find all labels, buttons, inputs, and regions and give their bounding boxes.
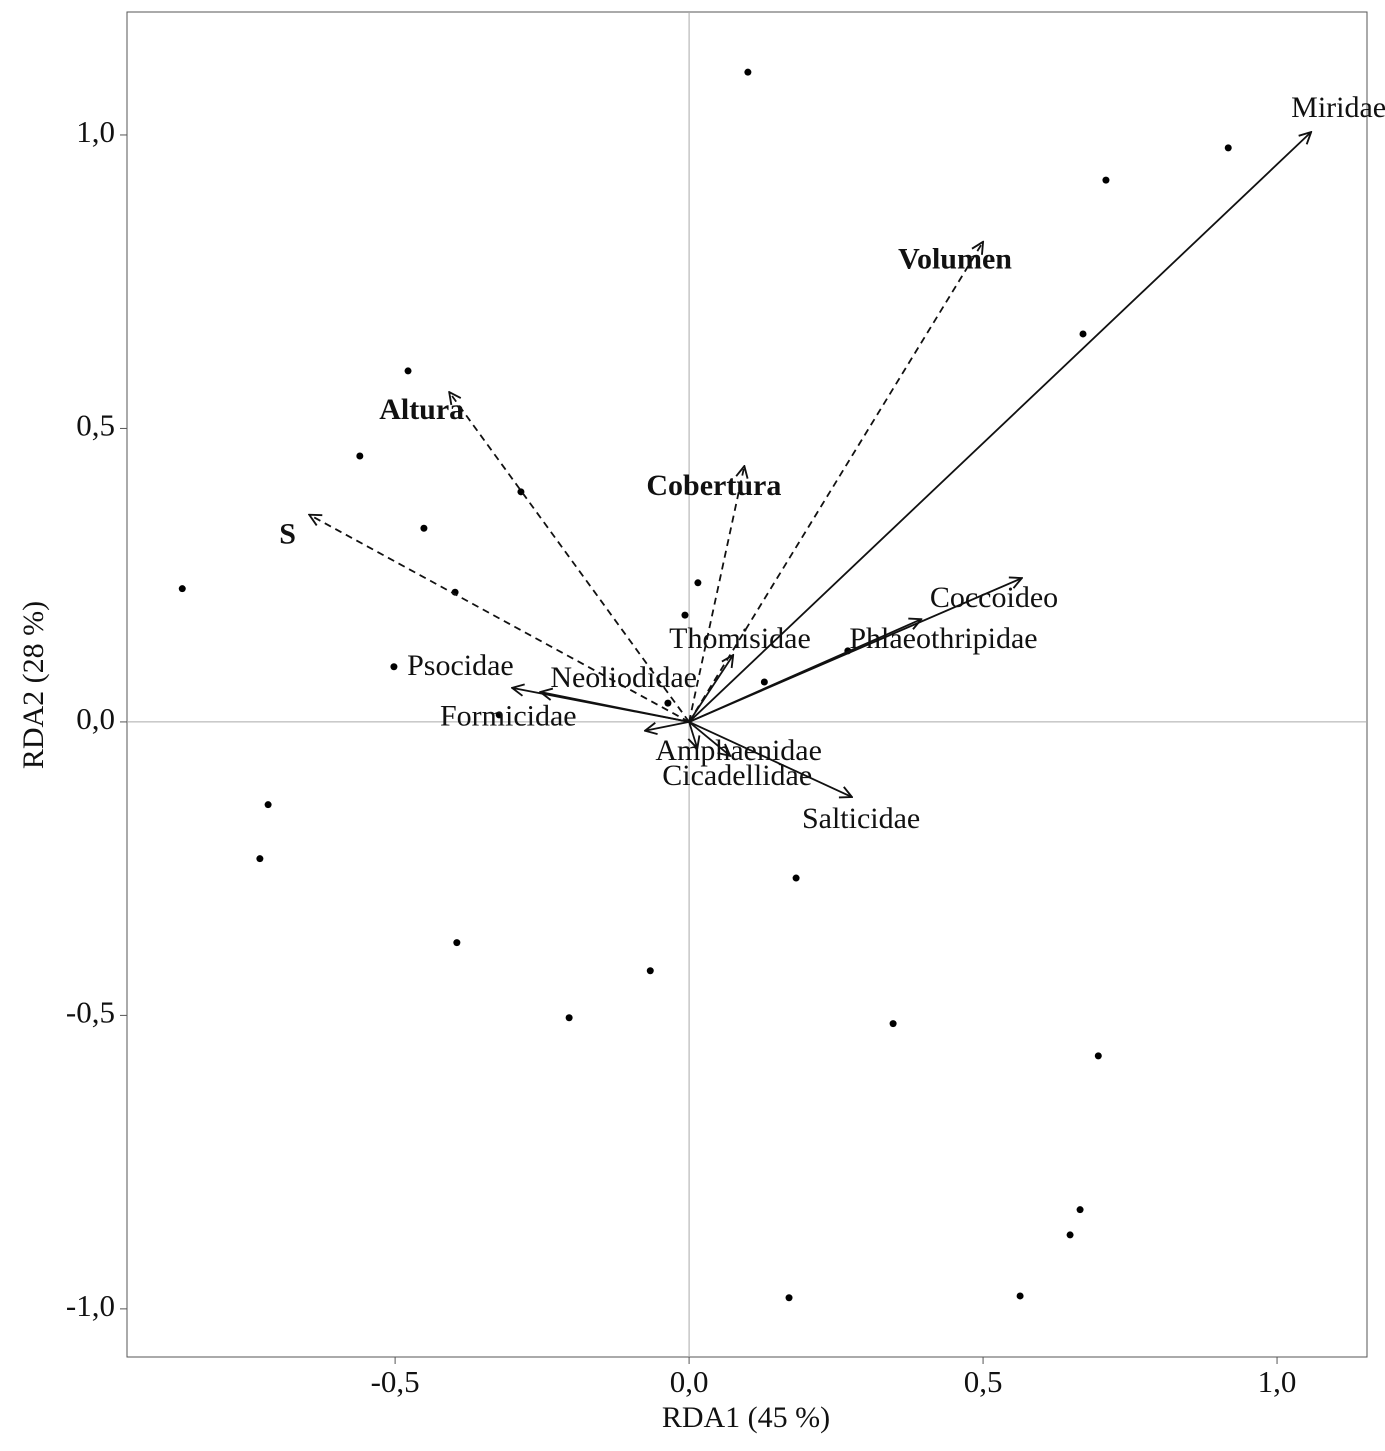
- variable-arrow: [449, 392, 690, 723]
- site-point: [495, 711, 503, 719]
- site-point: [264, 801, 272, 809]
- site-point: [889, 1020, 897, 1028]
- y-axis-label: RDA2 (28 %): [17, 601, 50, 769]
- variable-arrow: [309, 515, 690, 723]
- y-tick-label: 1,0: [76, 114, 115, 149]
- site-point: [1094, 1052, 1102, 1060]
- species-label: Psocidae: [407, 649, 514, 682]
- x-tick-label: 0,0: [670, 1364, 709, 1399]
- site-point: [694, 579, 702, 587]
- species-arrow: [688, 721, 730, 756]
- species-arrow: [688, 619, 921, 723]
- x-tick-label: -0,5: [371, 1364, 420, 1399]
- site-point: [664, 699, 672, 707]
- site-point: [420, 524, 428, 532]
- y-tick-label: 0,0: [76, 701, 115, 736]
- variable-label: Volumen: [898, 243, 1012, 276]
- species-arrow: [689, 721, 697, 748]
- variable-label: S: [279, 518, 296, 551]
- variable-arrow: [688, 242, 983, 723]
- species-label: Formicidae: [440, 700, 577, 733]
- site-point: [1102, 176, 1110, 184]
- x-axis-label: RDA1 (45 %): [662, 1401, 830, 1434]
- site-point: [1224, 144, 1232, 152]
- species-label: Coccoideo: [930, 581, 1058, 614]
- species-label: Phlaeothripidae: [849, 622, 1037, 655]
- species-arrow: [688, 721, 852, 797]
- site-point: [256, 855, 264, 863]
- site-point: [404, 367, 412, 375]
- site-point: [760, 678, 768, 686]
- site-point: [744, 68, 752, 76]
- species-label: Miridae: [1291, 91, 1385, 124]
- species-label: Salticidae: [802, 802, 920, 835]
- site-point: [681, 611, 689, 619]
- species-label: Cicadellidae: [662, 759, 812, 792]
- site-point: [565, 1014, 573, 1022]
- site-point: [1016, 1292, 1024, 1300]
- site-point: [390, 663, 398, 671]
- x-tick-label: 1,0: [1258, 1364, 1297, 1399]
- site-point: [792, 874, 800, 882]
- species-arrow: [540, 692, 690, 723]
- site-point: [646, 967, 654, 975]
- site-point: [178, 585, 186, 593]
- plot-frame: [126, 11, 1368, 1358]
- site-point: [1079, 330, 1087, 338]
- y-tick-label: 0,5: [76, 408, 115, 443]
- species-label: Amphaenidae: [655, 734, 822, 767]
- y-tick-label: -1,0: [66, 1288, 115, 1323]
- species-arrow: [645, 721, 690, 731]
- variable-label: Cobertura: [646, 469, 781, 502]
- x-tick-label: 0,5: [964, 1364, 1003, 1399]
- site-point: [356, 452, 364, 460]
- site-point: [785, 1294, 793, 1302]
- site-point: [1076, 1206, 1084, 1214]
- y-tick-label: -0,5: [66, 995, 115, 1030]
- variable-arrow: [688, 466, 744, 723]
- site-point: [453, 939, 461, 947]
- site-point: [1066, 1231, 1074, 1239]
- species-arrow: [688, 132, 1311, 723]
- species-label: Neoliodidae: [550, 661, 697, 694]
- variable-label: Altura: [379, 393, 464, 426]
